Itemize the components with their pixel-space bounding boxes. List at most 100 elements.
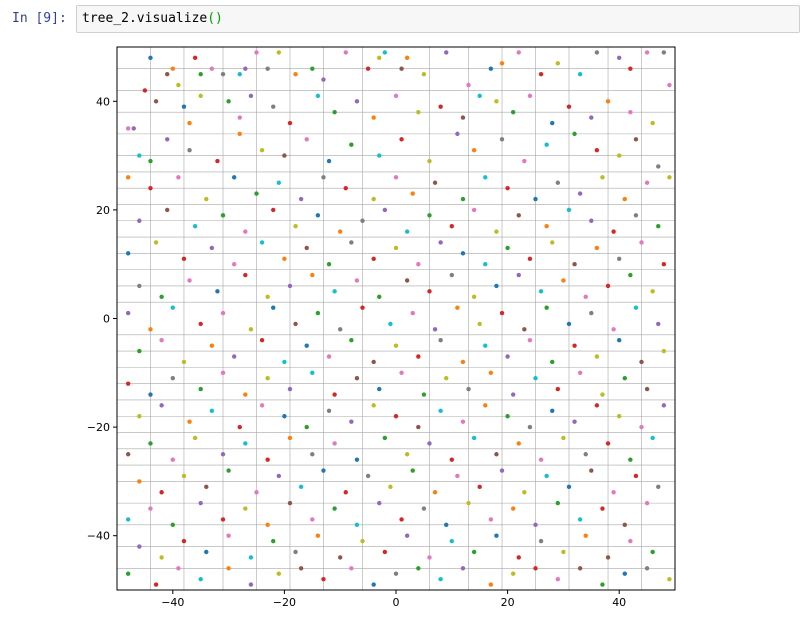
scatter-point <box>282 256 287 261</box>
scatter-point <box>343 490 348 495</box>
plot-frame <box>116 46 676 591</box>
scatter-point <box>393 245 399 251</box>
scatter-point <box>371 256 376 261</box>
scatter-point <box>617 414 622 419</box>
scatter-point <box>628 66 633 71</box>
scatter-point <box>220 452 226 457</box>
scatter-point <box>165 137 170 142</box>
scatter-point <box>438 240 443 245</box>
scatter-point <box>170 376 175 381</box>
scatter-point <box>617 338 622 343</box>
scatter-point <box>332 109 337 115</box>
scatter-point <box>371 403 376 408</box>
scatter-point <box>628 272 633 278</box>
scatter-point <box>142 88 148 93</box>
scatter-point <box>377 294 382 299</box>
scatter-point <box>555 180 561 185</box>
scatter-point <box>231 354 237 359</box>
scatter-point <box>176 82 181 88</box>
scatter-point <box>488 582 494 587</box>
scatter-point <box>170 457 175 462</box>
scatter-point <box>605 441 611 446</box>
code-input-area[interactable]: tree_2.visualize() <box>76 5 800 33</box>
scatter-point <box>332 289 337 294</box>
scatter-point <box>254 191 259 196</box>
scatter-point <box>360 218 365 223</box>
scatter-point <box>354 376 360 381</box>
scatter-point <box>538 457 544 462</box>
scatter-point <box>349 240 354 245</box>
scatter-point <box>633 305 639 310</box>
scatter-point <box>181 256 187 261</box>
scatter-point <box>354 99 360 104</box>
scatter-point <box>321 77 326 82</box>
scatter-point <box>377 386 382 392</box>
scatter-point <box>148 55 153 61</box>
scatter-point <box>583 294 588 299</box>
scatter-point <box>131 126 136 131</box>
scatter-point <box>628 109 633 115</box>
scatter-point <box>561 435 566 441</box>
scatter-point <box>276 571 282 576</box>
scatter-point <box>137 479 142 484</box>
scatter-point <box>321 175 326 180</box>
scatter-point <box>577 71 583 77</box>
scatter-point <box>181 473 187 479</box>
scatter-point <box>432 180 438 185</box>
scatter-point <box>332 506 337 511</box>
scatter-point <box>148 185 153 191</box>
scatter-point <box>243 66 248 71</box>
scatter-point <box>611 327 616 332</box>
scatter-point <box>393 175 399 180</box>
scatter-point <box>338 327 343 332</box>
scatter-point <box>605 555 611 560</box>
scatter-point <box>522 490 527 495</box>
scatter-point <box>287 386 293 392</box>
scatter-point <box>237 131 242 137</box>
scatter-point <box>505 354 510 359</box>
scatter-point <box>298 484 304 490</box>
scatter-point <box>555 386 561 392</box>
scatter-point <box>137 153 142 158</box>
code-text[interactable]: tree_2.visualize() <box>82 11 223 26</box>
scatter-point <box>505 245 510 251</box>
scatter-point <box>427 158 432 164</box>
scatter-point <box>628 457 633 462</box>
scatter-point <box>617 153 622 158</box>
scatter-point <box>231 262 237 267</box>
scatter-point <box>125 251 131 256</box>
scatter-point <box>304 245 309 251</box>
scatter-point <box>332 441 337 446</box>
scatter-point <box>510 506 516 511</box>
scatter-point <box>416 566 421 571</box>
scatter-point <box>650 289 655 294</box>
scatter-point <box>293 549 298 555</box>
scatter-point <box>220 370 226 375</box>
scatter-point <box>399 137 404 142</box>
scatter-point <box>494 283 499 289</box>
scatter-point <box>226 99 231 104</box>
scatter-point <box>125 517 131 522</box>
scatter-point <box>427 441 432 446</box>
code-call: tree_2.visualize <box>82 11 208 26</box>
scatter-point <box>181 538 187 544</box>
scatter-point <box>499 468 505 473</box>
scatter-point <box>209 343 215 348</box>
scatter-point <box>510 109 516 115</box>
scatter-point <box>667 175 672 180</box>
scatter-point <box>159 403 164 408</box>
scatter-point <box>622 522 627 528</box>
scatter-point <box>527 424 533 430</box>
scatter-point <box>209 66 215 71</box>
scatter-point <box>388 484 393 490</box>
scatter-point <box>594 147 600 153</box>
scatter-point <box>516 50 521 55</box>
scatter-point <box>349 338 354 343</box>
scatter-point <box>371 196 376 202</box>
scatter-point <box>572 343 577 348</box>
scatter-point <box>460 196 466 202</box>
scatter-point <box>533 196 538 202</box>
scatter-point <box>226 566 231 571</box>
scatter-point <box>600 392 605 397</box>
scatter-point <box>667 82 672 88</box>
